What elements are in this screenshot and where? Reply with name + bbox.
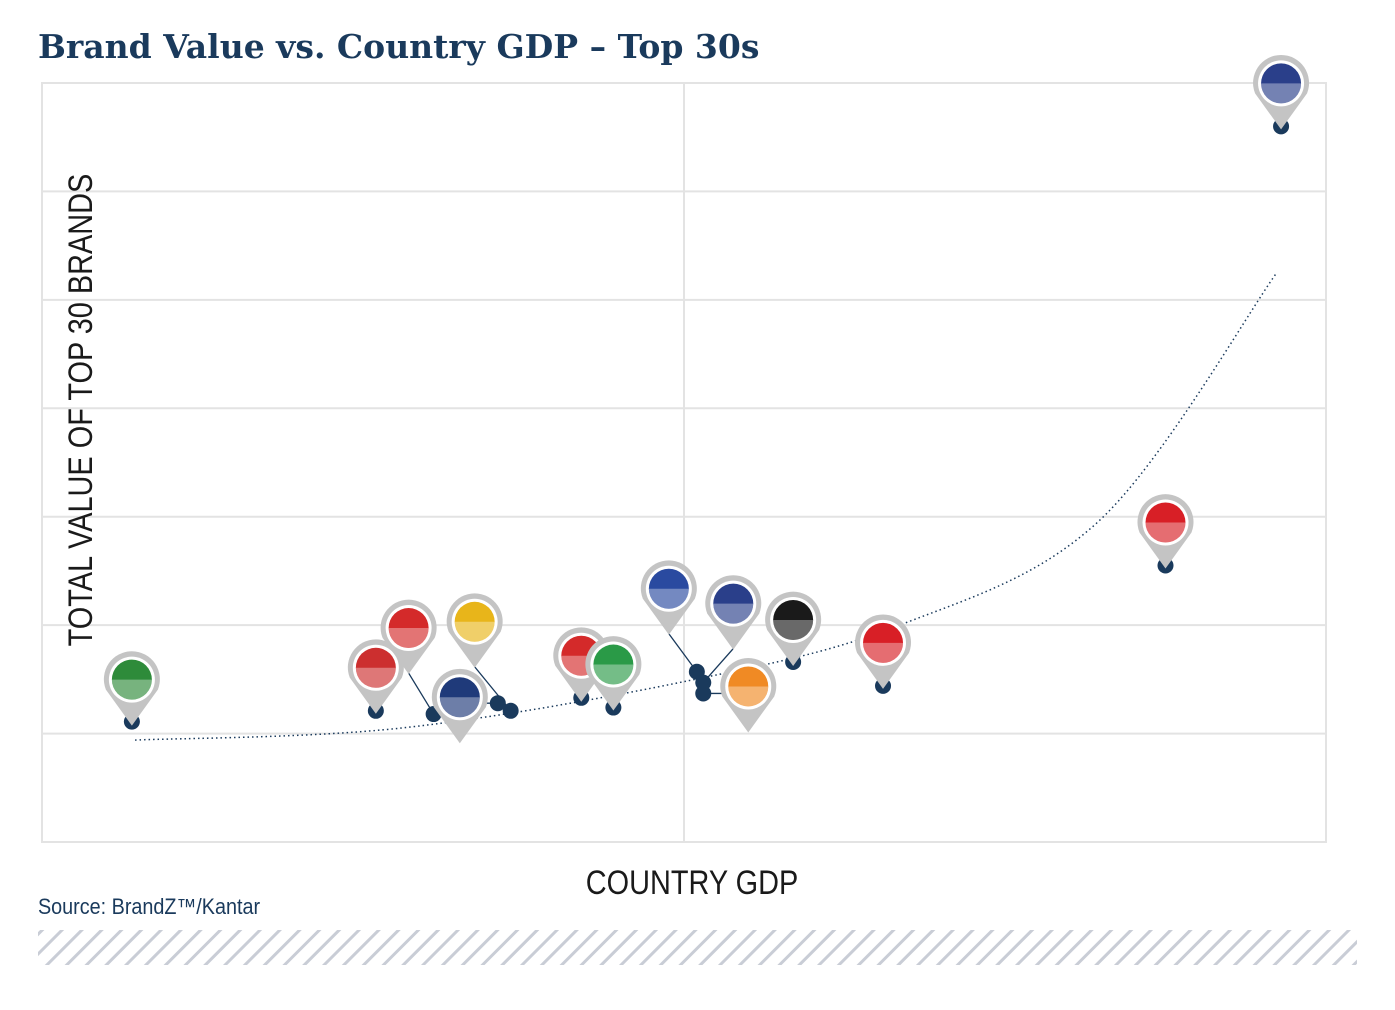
flag-pin <box>855 614 912 694</box>
trend-line <box>135 273 1277 741</box>
flag-pin <box>380 599 442 723</box>
pin-flag <box>439 677 480 718</box>
chart-title: Brand Value vs. Country GDP – Top 30s <box>38 27 759 66</box>
flag-pin <box>640 560 705 680</box>
pin-flag-band <box>1145 522 1186 543</box>
pin-flag-band <box>111 679 152 700</box>
pin-flag <box>1145 502 1186 543</box>
pin-flag-band <box>773 620 814 641</box>
pin-flag-band <box>439 697 480 718</box>
pin-flag-band <box>593 664 634 685</box>
footer-band <box>38 930 1357 965</box>
x-axis-label: COUNTRY GDP <box>586 863 798 902</box>
flag-pin <box>695 575 762 691</box>
point <box>502 702 519 719</box>
flag-pin <box>347 639 404 719</box>
source-note: Source: BrandZ™/Kantar <box>38 895 260 919</box>
pin-flag-band <box>1261 83 1302 104</box>
pin-flag-band <box>388 628 429 649</box>
pin-flag <box>648 568 689 609</box>
pin-flag <box>388 608 429 649</box>
pin-flag <box>728 666 769 707</box>
pin-flag-band <box>355 667 396 688</box>
grid <box>41 82 1327 843</box>
marks <box>103 54 1310 744</box>
flag-pin <box>103 651 160 730</box>
pin-flag <box>454 601 495 642</box>
pin-flag-band <box>863 642 904 663</box>
pin-flag <box>863 622 904 663</box>
pin-flag <box>111 659 152 700</box>
flag-pin <box>1137 494 1194 574</box>
flag-pin <box>446 593 519 719</box>
y-axis-label: TOTAL VALUE OF TOP 30 BRANDS <box>61 174 100 647</box>
flag-pin <box>585 636 642 716</box>
pin-flag <box>713 583 754 624</box>
pin-flag-band <box>728 686 769 707</box>
flag-pin <box>765 591 822 671</box>
pin-flag <box>593 644 634 685</box>
pin-flag <box>355 647 396 688</box>
point <box>489 695 506 712</box>
flag-pin <box>695 658 777 733</box>
pin-flag-band <box>648 588 689 609</box>
pin-flag-band <box>713 603 754 624</box>
pin-flag <box>1261 63 1302 104</box>
flag-pin <box>431 668 506 744</box>
pin-flag <box>773 600 814 641</box>
pin-flag-band <box>454 621 495 642</box>
point <box>695 685 712 702</box>
flag-pin <box>1253 54 1310 135</box>
